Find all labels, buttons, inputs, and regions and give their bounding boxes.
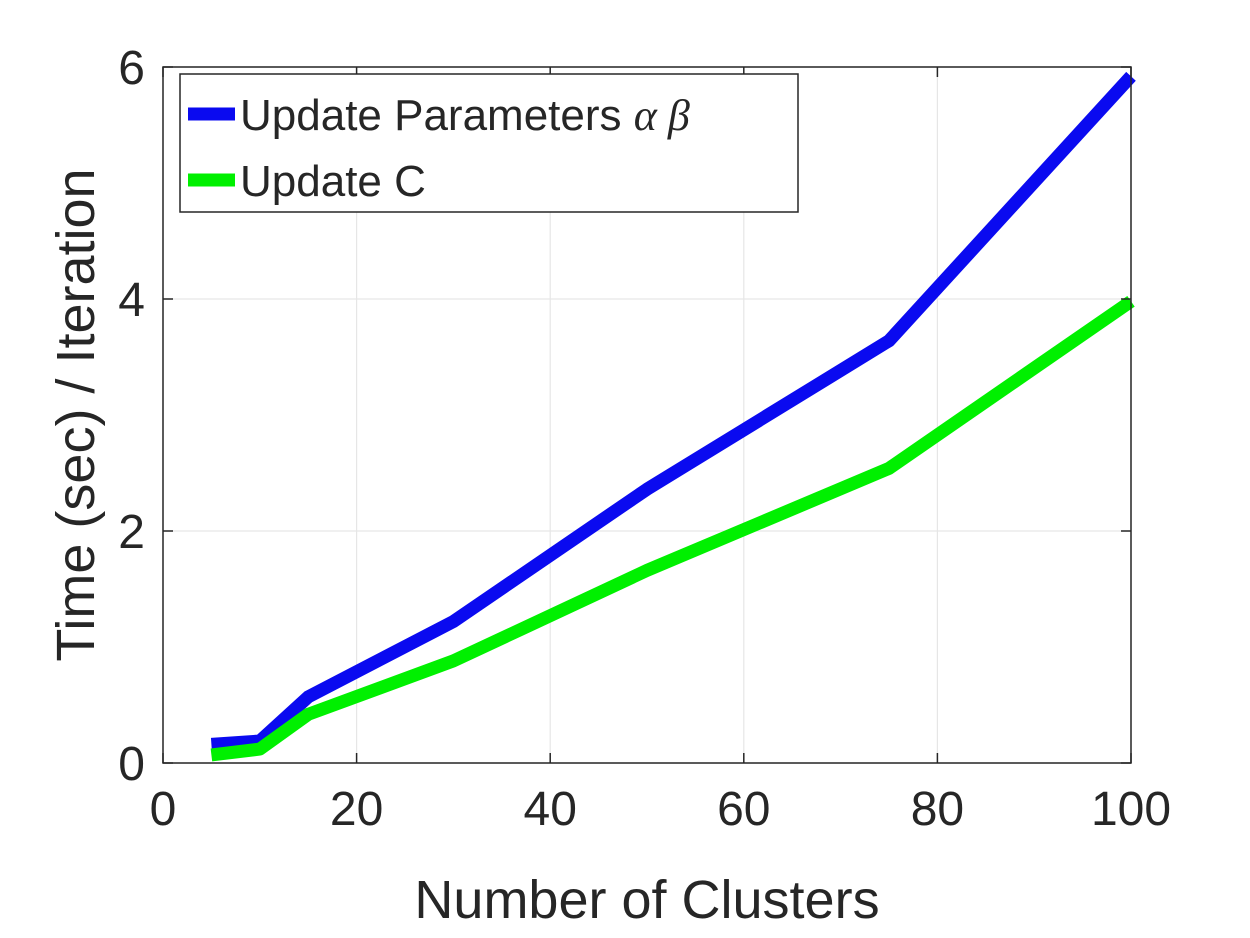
y-tick-label: 4 xyxy=(118,274,145,327)
legend-label-update-parameters: Update Parameters α β xyxy=(240,91,690,140)
y-tick-label: 6 xyxy=(118,42,145,95)
x-axis-label: Number of Clusters xyxy=(414,870,879,930)
y-axis-label: Time (sec) / Iteration xyxy=(46,168,106,661)
series-line-1 xyxy=(210,295,1135,762)
plot-area-frame xyxy=(162,66,1132,764)
x-tick-label: 40 xyxy=(524,783,577,836)
plot-series xyxy=(210,71,1136,762)
x-tick-label: 80 xyxy=(911,783,964,836)
axis-ticks xyxy=(162,66,1132,764)
legend-greek-symbols: α β xyxy=(634,91,690,140)
y-tick-label: 2 xyxy=(118,506,145,559)
x-tick-label: 20 xyxy=(330,783,383,836)
legend-series-name: Update Parameters xyxy=(240,91,622,140)
series-line-0 xyxy=(210,71,1136,751)
legend: Update Parameters α β Update C xyxy=(179,73,799,213)
tick-labels: 0 20 40 60 80 100 0 2 4 6 xyxy=(118,42,1171,836)
legend-label-update-c: Update C xyxy=(240,157,426,206)
x-tick-label: 0 xyxy=(150,783,177,836)
legend-box xyxy=(179,73,799,213)
x-tick-label: 100 xyxy=(1091,783,1171,836)
x-tick-label: 60 xyxy=(717,783,770,836)
y-tick-label: 0 xyxy=(118,738,145,791)
